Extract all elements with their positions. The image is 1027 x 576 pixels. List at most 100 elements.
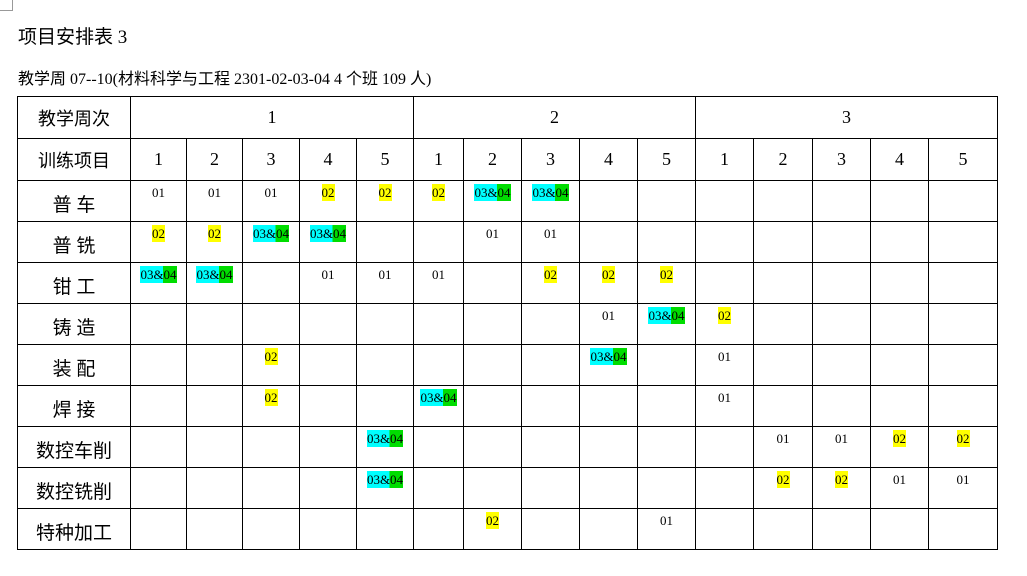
schedule-cell — [579, 508, 638, 550]
schedule-cell — [521, 344, 580, 386]
schedule-cell: 01 — [463, 221, 522, 263]
schedule-cell — [521, 426, 580, 468]
schedule-cell: 01 — [356, 262, 414, 304]
day-number: 4 — [299, 138, 357, 181]
schedule-cell: 02 — [521, 262, 580, 304]
schedule-cell: 01 — [130, 180, 187, 222]
schedule-cell: 03&04 — [463, 180, 522, 222]
schedule-cell — [299, 508, 357, 550]
schedule-cell — [463, 426, 522, 468]
class-group: 02 — [718, 307, 731, 324]
schedule-cell — [870, 180, 929, 222]
schedule-cell — [812, 303, 871, 345]
project-row: 焊 接 02 03&04 01 — [17, 385, 998, 427]
project-row: 数控铣削 03&04 02 02 01 01 — [17, 467, 998, 509]
schedule-cell — [637, 385, 696, 427]
schedule-cell — [579, 180, 638, 222]
schedule-cell: 03&04 — [299, 221, 357, 263]
schedule-cell — [463, 344, 522, 386]
class-group: 01 — [264, 185, 278, 200]
schedule-cell: 02 — [413, 180, 464, 222]
class-group: 03&04 — [648, 307, 685, 324]
class-group: 02 — [264, 348, 278, 365]
doc-subtitle: 教学周 07--10(材料科学与工程 2301-02-03-04 4 个班 10… — [18, 71, 432, 88]
schedule-cell — [242, 262, 300, 304]
schedule-cell: 02 — [186, 221, 243, 263]
day-number: 1 — [413, 138, 464, 181]
week-header: 教学周次 — [17, 96, 131, 139]
schedule-cell — [637, 221, 696, 263]
day-number: 4 — [870, 138, 929, 181]
class-group: 03&04 — [366, 471, 404, 488]
schedule-cell — [637, 426, 696, 468]
schedule-cell — [521, 303, 580, 345]
schedule-cell — [463, 385, 522, 427]
schedule-cell — [356, 385, 414, 427]
schedule-cell: 03&04 — [579, 344, 638, 386]
schedule-cell — [870, 344, 929, 386]
class-group: 03&04 — [252, 225, 290, 242]
schedule-cell: 03&04 — [130, 262, 187, 304]
schedule-table: 教学周次 1 2 3 训练项目 1 2 3 4 5 1 2 3 4 5 1 2 3 4 5 普 车 01 01 01 02 02 0… — [17, 96, 998, 550]
schedule-cell — [413, 508, 464, 550]
class-group: 03&04 — [366, 430, 404, 447]
schedule-cell — [695, 221, 754, 263]
class-group: 01 — [776, 431, 790, 446]
schedule-cell: 03&04 — [356, 467, 414, 509]
schedule-cell: 02 — [928, 426, 998, 468]
schedule-cell: 02 — [812, 467, 871, 509]
schedule-cell — [242, 467, 300, 509]
class-group: 02 — [152, 225, 165, 242]
class-group: 01 — [378, 267, 392, 282]
project-row: 铸 造 01 03&04 02 — [17, 303, 998, 345]
project-row: 特种加工 02 01 — [17, 508, 998, 550]
project-name: 焊 接 — [17, 385, 131, 427]
schedule-cell — [463, 303, 522, 345]
day-number: 5 — [928, 138, 998, 181]
schedule-cell — [299, 303, 357, 345]
schedule-cell — [356, 508, 414, 550]
class-group: 01 — [835, 431, 848, 446]
schedule-cell — [186, 508, 243, 550]
schedule-cell — [579, 467, 638, 509]
schedule-cell: 01 — [928, 467, 998, 509]
schedule-cell: 03&04 — [356, 426, 414, 468]
class-group: 01 — [893, 472, 906, 487]
schedule-cell — [242, 303, 300, 345]
class-group: 02 — [544, 266, 557, 283]
schedule-cell — [463, 262, 522, 304]
schedule-cell: 03&04 — [413, 385, 464, 427]
schedule-cell — [521, 467, 580, 509]
class-group: 02 — [378, 184, 392, 201]
day-number: 3 — [521, 138, 580, 181]
schedule-cell — [579, 426, 638, 468]
schedule-cell — [753, 221, 813, 263]
schedule-cell — [186, 303, 243, 345]
schedule-cell — [186, 467, 243, 509]
schedule-cell — [299, 467, 357, 509]
schedule-cell — [928, 303, 998, 345]
day-number: 5 — [356, 138, 414, 181]
schedule-cell: 02 — [130, 221, 187, 263]
schedule-cell — [928, 180, 998, 222]
schedule-cell: 01 — [413, 262, 464, 304]
week-number: 3 — [695, 96, 998, 139]
class-group: 03&04 — [532, 184, 569, 201]
schedule-cell — [521, 385, 580, 427]
class-group: 03&04 — [140, 266, 177, 283]
schedule-cell — [130, 303, 187, 345]
schedule-cell — [870, 262, 929, 304]
schedule-cell — [413, 344, 464, 386]
schedule-cell: 01 — [242, 180, 300, 222]
class-group: 02 — [264, 389, 278, 406]
schedule-cell — [695, 180, 754, 222]
class-group: 02 — [602, 266, 615, 283]
schedule-cell — [753, 385, 813, 427]
schedule-cell: 02 — [356, 180, 414, 222]
schedule-cell — [579, 385, 638, 427]
project-name: 数控铣削 — [17, 467, 131, 509]
schedule-cell: 01 — [579, 303, 638, 345]
class-group: 03&04 — [196, 266, 233, 283]
schedule-cell — [186, 344, 243, 386]
class-group: 02 — [835, 471, 848, 488]
